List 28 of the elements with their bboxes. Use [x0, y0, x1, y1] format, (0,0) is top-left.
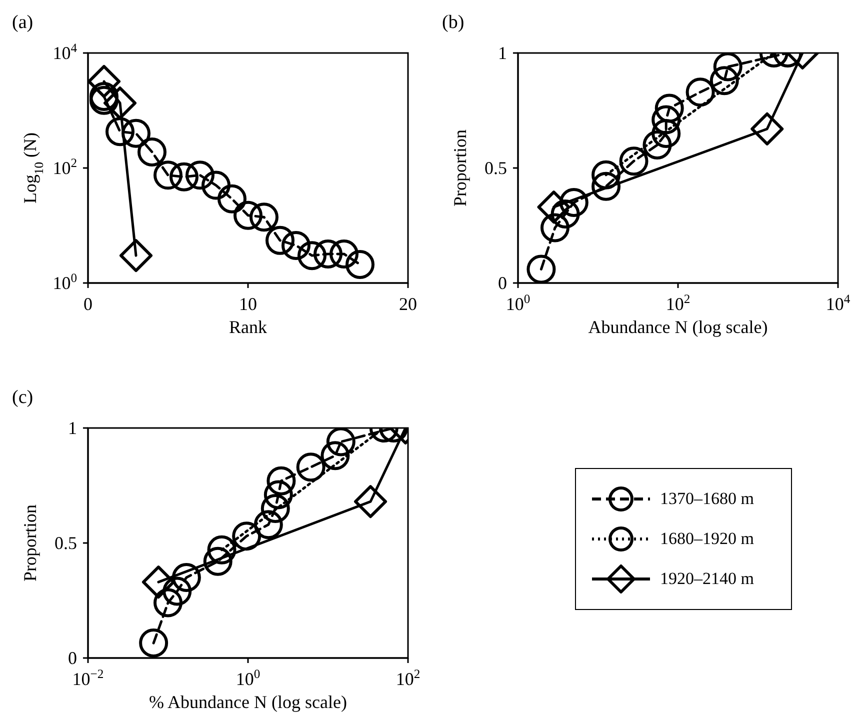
x-tick-label: 0 [84, 294, 92, 314]
y-tick-label: 1 [68, 418, 77, 438]
y-axis-title: Proportion [450, 129, 470, 207]
x-axis-title: Rank [229, 317, 267, 337]
x-tick-label: 10$^{2}$ [666, 292, 690, 314]
x-tick-label: 10$^{−2}$ [72, 667, 104, 689]
chart-title: (c) [12, 387, 34, 409]
x-axis-title: Abundance N (log scale) [588, 317, 768, 337]
y-tick-label: 0 [68, 648, 77, 668]
y-tick-label: 1 [498, 43, 507, 63]
x-tick-label: 10$^{0}$ [236, 667, 260, 689]
chart-title: (b) [442, 12, 464, 34]
x-tick-label: 10 [239, 294, 257, 314]
legend-label: 1680–1920 m [660, 529, 754, 549]
y-tick-label: 0.5 [54, 533, 77, 553]
y-tick-label: 10$^{0}$ [52, 271, 77, 293]
x-tick-label: 10$^{4}$ [826, 292, 851, 314]
chart-title: (a) [12, 12, 34, 34]
x-tick-label: 10$^{2}$ [396, 667, 420, 689]
y-tick-label: 0 [498, 273, 507, 293]
y-tick-label: 10$^{2}$ [52, 156, 77, 178]
y-axis-title: Proportion [20, 504, 40, 582]
y-tick-label: 0.5 [484, 158, 507, 178]
legend-label: 1370–1680 m [660, 489, 754, 509]
legend-label: 1920–2140 m [660, 569, 754, 589]
y-tick-label: 10$^{4}$ [52, 41, 78, 63]
x-axis-title: % Abundance N (log scale) [149, 692, 347, 712]
x-tick-label: 20 [399, 294, 417, 314]
